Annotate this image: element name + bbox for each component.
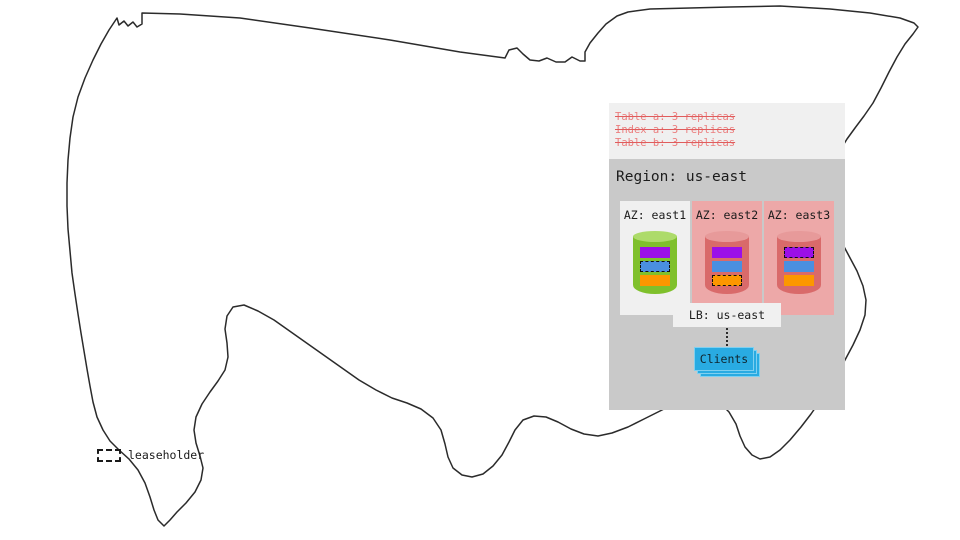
- cylinder-top: [633, 231, 677, 242]
- legend: leaseholder: [97, 448, 204, 462]
- az-box-east1: AZ: east1: [620, 201, 690, 315]
- load-balancer-label: LB: us-east: [688, 308, 766, 322]
- cylinder-top: [705, 231, 749, 242]
- range-table-b-east3: [784, 275, 814, 286]
- schema-replication-header: Table a: 3 replicas Index a: 3 replicas …: [609, 103, 845, 159]
- range-table-b-east1: [640, 275, 670, 286]
- az-box-east3: AZ: east3: [764, 201, 834, 315]
- az-box-east2: AZ: east2: [692, 201, 762, 315]
- node-cylinder-east3: [777, 231, 821, 299]
- range-table-b-east2-leaseholder: [712, 275, 742, 286]
- schema-line-table-b: Table b: 3 replicas: [615, 137, 736, 149]
- cylinder-top: [777, 231, 821, 242]
- clients-stack: Clients: [694, 347, 760, 377]
- az-label-east1: AZ: east1: [623, 208, 687, 222]
- node-cylinder-east1: [633, 231, 677, 299]
- region-panel-us-east: Table a: 3 replicas Index a: 3 replicas …: [609, 103, 845, 410]
- region-body: Region: us-east AZ: east1 AZ: east2: [609, 159, 845, 410]
- range-index-a-east1-leaseholder: [640, 261, 670, 272]
- range-index-a-east2: [712, 261, 742, 272]
- az-label-east3: AZ: east3: [767, 208, 831, 222]
- dashed-rectangle-icon: [97, 448, 121, 462]
- load-balancer-box: LB: us-east: [673, 303, 781, 327]
- lb-clients-connector: [726, 328, 728, 346]
- range-table-a-east3-leaseholder: [784, 247, 814, 258]
- node-cylinder-east2: [705, 231, 749, 299]
- clients-sheet-front: Clients: [694, 347, 754, 371]
- range-index-a-east3: [784, 261, 814, 272]
- region-title: Region: us-east: [616, 169, 747, 185]
- range-table-a-east2: [712, 247, 742, 258]
- schema-line-table-a: Table a: 3 replicas: [615, 111, 736, 123]
- range-table-a-east1: [640, 247, 670, 258]
- schema-line-index-a: Index a: 3 replicas: [615, 124, 736, 136]
- az-label-east2: AZ: east2: [695, 208, 759, 222]
- clients-label: Clients: [699, 352, 749, 366]
- legend-label: leaseholder: [128, 448, 205, 462]
